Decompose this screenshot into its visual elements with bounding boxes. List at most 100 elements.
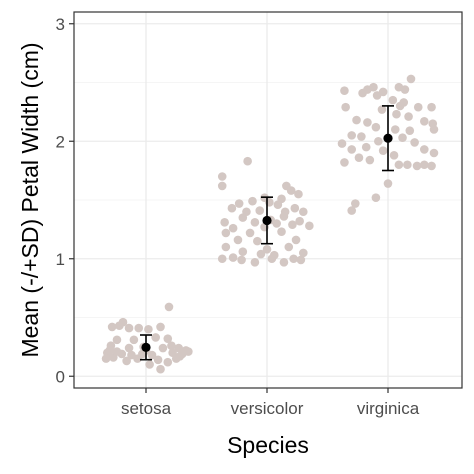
data-point [413, 102, 423, 112]
data-point [341, 102, 350, 112]
data-point [245, 228, 255, 238]
data-point [234, 199, 244, 208]
data-point [394, 160, 404, 170]
data-point [124, 343, 134, 353]
data-point [340, 158, 349, 167]
data-point [361, 142, 371, 152]
data-point [351, 199, 360, 208]
data-point [158, 343, 168, 353]
data-point [243, 156, 252, 166]
data-point [144, 324, 153, 334]
data-point [163, 334, 173, 343]
data-point [153, 355, 163, 365]
data-point [250, 257, 260, 267]
data-point [305, 221, 314, 231]
data-point [237, 255, 246, 265]
y-axis-title: Mean (-/+SD) Petal Width (cm) [17, 42, 43, 357]
data-point [151, 333, 160, 342]
data-point [279, 212, 289, 221]
data-point [371, 193, 381, 202]
data-point [272, 219, 281, 228]
data-point [156, 322, 165, 332]
data-point [221, 228, 231, 238]
data-point [358, 88, 367, 98]
data-point [294, 189, 303, 199]
mean-sd-summary [140, 105, 394, 361]
data-point [404, 112, 413, 121]
y-tick-label: 2 [56, 132, 65, 151]
data-point [184, 347, 193, 356]
data-point [299, 248, 308, 258]
data-point [337, 139, 347, 148]
data-point [403, 160, 412, 170]
data-point [405, 126, 415, 135]
data-point [383, 179, 393, 188]
data-point [217, 254, 227, 264]
data-point [347, 206, 357, 215]
data-point [112, 347, 122, 356]
data-point [354, 153, 364, 162]
data-point [250, 218, 260, 227]
data-point [378, 146, 388, 155]
mean-point [383, 133, 393, 143]
data-point [296, 255, 306, 265]
data-point [105, 346, 114, 355]
data-point [228, 223, 238, 233]
data-point [388, 95, 398, 105]
data-point [289, 254, 298, 264]
data-point [217, 181, 227, 191]
data-point [233, 235, 243, 245]
data-point [372, 91, 382, 100]
mean-point [141, 342, 151, 352]
data-point [427, 102, 436, 112]
data-point [389, 151, 399, 160]
x-tick-label: versicolor [231, 399, 304, 418]
data-point [238, 247, 248, 256]
data-point [248, 196, 257, 206]
data-point [133, 354, 142, 363]
y-tick-label: 0 [56, 367, 65, 386]
data-point [175, 351, 185, 361]
data-point [420, 160, 429, 170]
data-point [420, 145, 429, 154]
data-point [369, 82, 378, 92]
data-point [284, 242, 294, 252]
data-point [412, 161, 422, 171]
data-point [217, 172, 227, 181]
data-point [277, 227, 286, 237]
data-point [377, 105, 387, 114]
data-point [410, 138, 419, 147]
data-point [129, 335, 139, 345]
data-point [363, 118, 372, 127]
data-point [429, 125, 439, 134]
data-point [290, 203, 300, 213]
data-point [221, 242, 231, 252]
data-point [427, 161, 436, 171]
data-point [107, 322, 117, 332]
x-axis-title: Species [227, 432, 309, 458]
y-tick-label: 3 [56, 15, 65, 34]
data-point [220, 218, 229, 227]
data-point [357, 132, 366, 141]
data-point [352, 115, 361, 125]
data-point [156, 364, 165, 374]
data-point [392, 109, 401, 119]
data-point [122, 356, 131, 366]
data-point [295, 216, 304, 226]
data-point [256, 249, 266, 259]
mean-point [262, 215, 272, 226]
data-point [420, 116, 429, 126]
data-point [227, 203, 237, 213]
data-point [164, 302, 174, 312]
data-point [255, 206, 265, 215]
data-point [228, 253, 238, 262]
data-point [124, 323, 134, 333]
data-point [279, 257, 289, 267]
data-point [365, 155, 375, 165]
data-point [145, 360, 154, 369]
data-point [390, 125, 400, 134]
data-point [288, 220, 297, 229]
data-point [406, 74, 416, 84]
data-point [273, 200, 283, 209]
data-point [134, 323, 144, 333]
